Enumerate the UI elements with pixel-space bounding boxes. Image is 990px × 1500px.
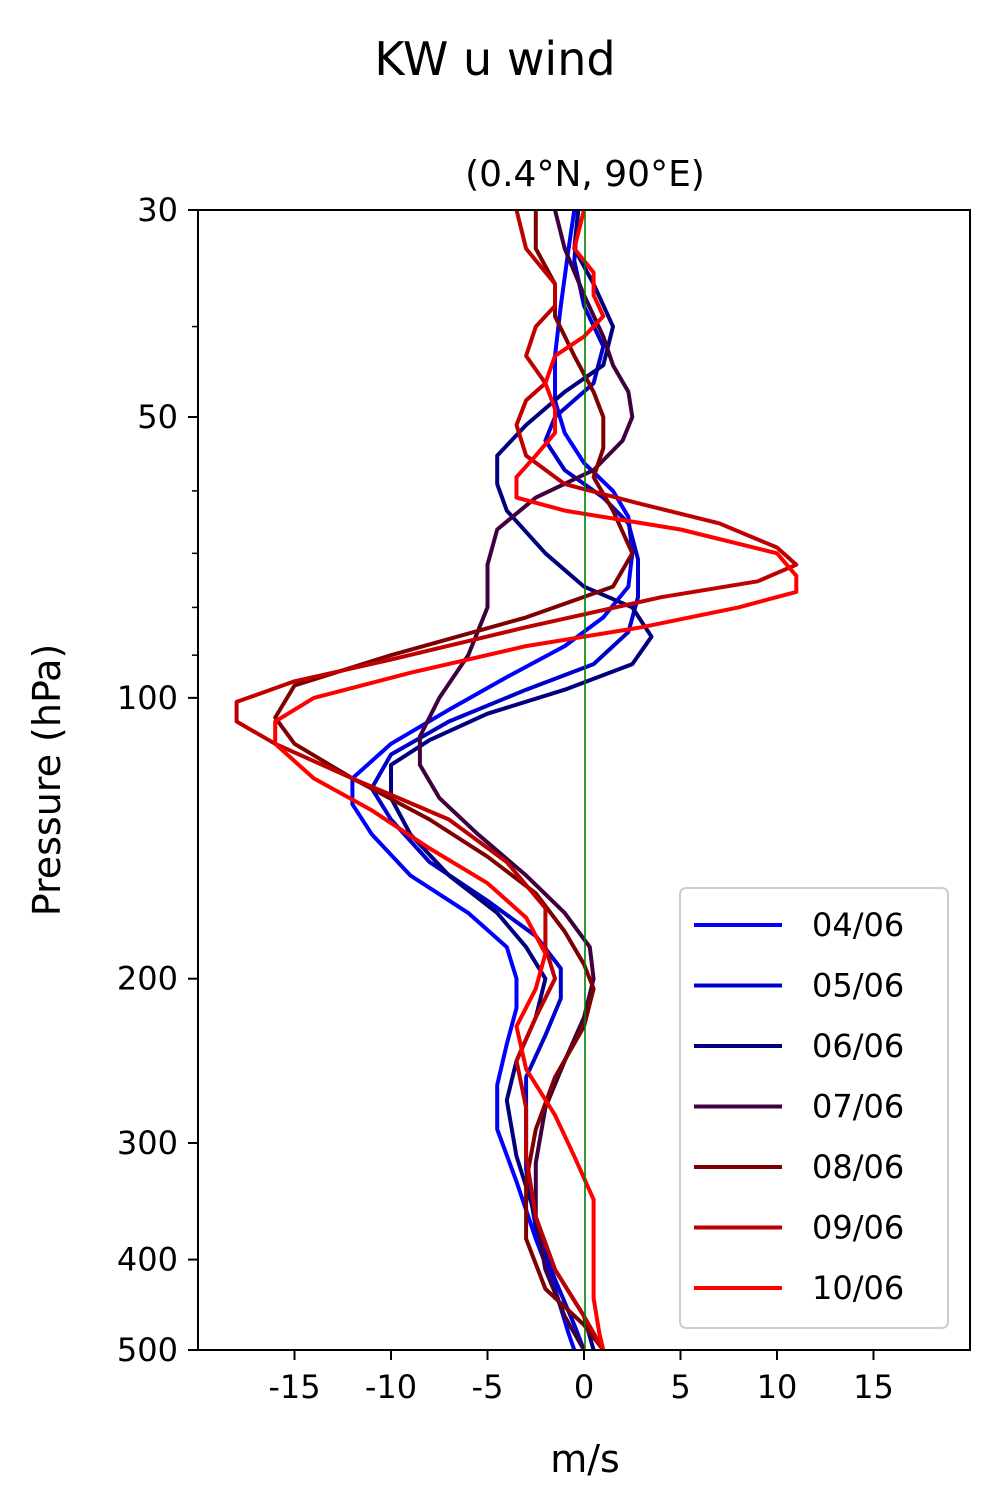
legend-label: 05/06 — [812, 967, 904, 1005]
legend-label: 09/06 — [812, 1209, 904, 1247]
series-layer — [234, 210, 799, 1350]
x-tick-label: 10 — [757, 1368, 798, 1406]
y-tick-label: 200 — [117, 960, 178, 998]
legend-label: 08/06 — [812, 1148, 904, 1186]
chart-subtitle: (0.4°N, 90°E) — [465, 154, 705, 195]
y-tick-label: 300 — [117, 1124, 178, 1162]
x-tick-label: 0 — [574, 1368, 594, 1406]
legend-label: 07/06 — [812, 1088, 904, 1126]
legend-label: 04/06 — [812, 906, 904, 944]
series-line-2 — [369, 210, 640, 1350]
y-tick-label: 500 — [117, 1331, 178, 1369]
chart-title: KW u wind — [374, 32, 615, 86]
y-tick-label: 400 — [117, 1241, 178, 1279]
legend-label: 06/06 — [812, 1027, 904, 1065]
x-tick-label: 15 — [853, 1368, 894, 1406]
series-line-5 — [273, 210, 635, 1350]
x-axis-label: m/s — [550, 1437, 620, 1481]
legend-label: 10/06 — [812, 1269, 904, 1307]
x-tick-label: 5 — [670, 1368, 690, 1406]
y-tick-label: 30 — [137, 191, 178, 229]
x-tick-label: -5 — [472, 1368, 504, 1406]
y-tick-label: 100 — [117, 679, 178, 717]
series-line-1 — [350, 210, 635, 1350]
series-line-7 — [273, 210, 799, 1350]
legend: 04/06 05/06 06/06 07/06 08/06 09/06 10/06 — [679, 887, 949, 1329]
x-tick-label: -15 — [268, 1368, 320, 1406]
y-tick-label: 50 — [137, 398, 178, 436]
x-axis: -15 -10 -5 0 5 10 15 — [268, 1350, 894, 1406]
x-tick-label: -10 — [365, 1368, 417, 1406]
y-axis: 30 50 100 200 300 400 500 — [117, 191, 198, 1369]
y-axis-label: Pressure (hPa) — [25, 644, 69, 917]
legend-frame — [679, 887, 949, 1329]
